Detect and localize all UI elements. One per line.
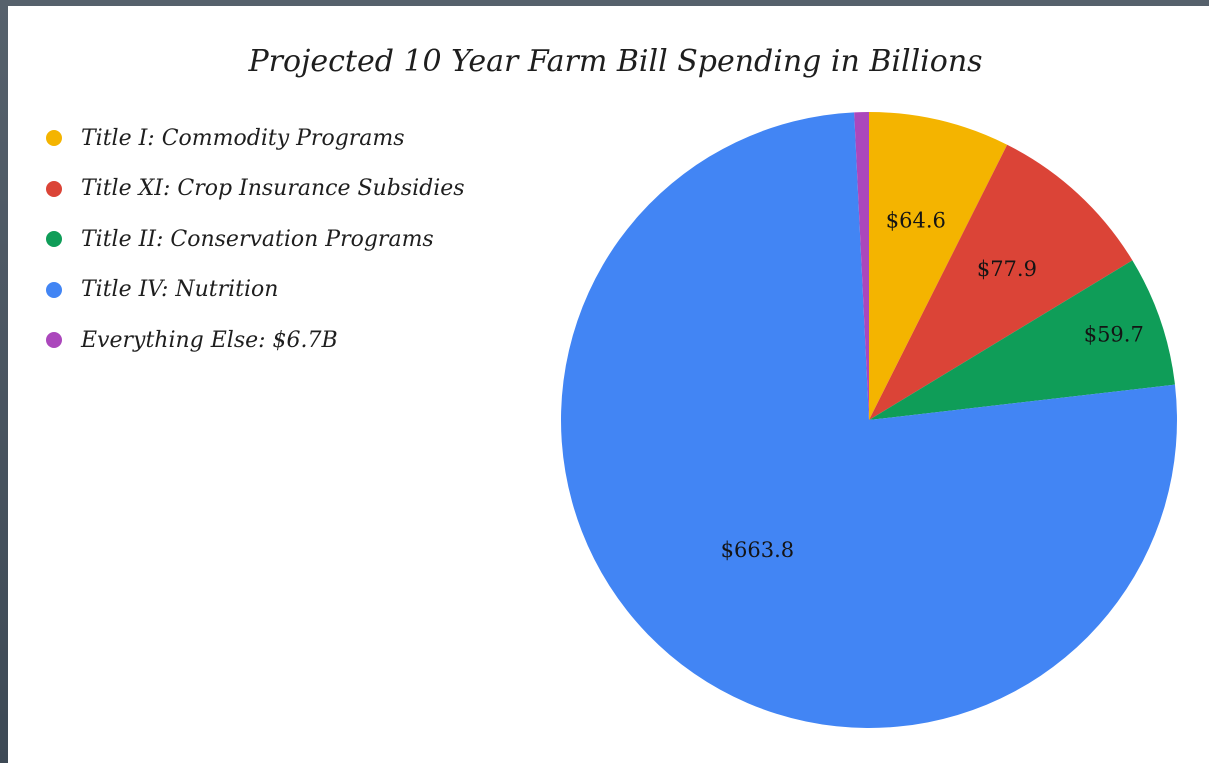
legend-label: Title I: Commodity Programs: [81, 125, 405, 151]
legend-label: Title XI: Crop Insurance Subsidies: [81, 176, 465, 202]
slice-data-label: $77.9: [977, 257, 1037, 281]
pie-slice: [854, 112, 869, 420]
legend-label: Everything Else: $6.7B: [81, 327, 338, 353]
pie-slice: [561, 112, 1177, 728]
legend-marker: [46, 180, 62, 197]
chart-title: Projected 10 Year Farm Bill Spending in …: [248, 44, 983, 79]
slice-data-label: $663.8: [721, 538, 794, 562]
legend-item-title-ii: Title II: Conservation Programs: [46, 214, 465, 265]
chart-legend: Title I: Commodity Programs Title XI: Cr…: [46, 113, 465, 366]
pie-slice: [869, 144, 1133, 421]
legend-marker: [46, 281, 62, 298]
legend-label: Title II: Conservation Programs: [81, 226, 434, 252]
legend-item-title-iv: Title IV: Nutrition: [46, 265, 465, 316]
legend-item-title-i: Title I: Commodity Programs: [46, 113, 465, 164]
legend-marker: [46, 332, 62, 349]
legend-marker: [46, 231, 62, 248]
legend-label: Title IV: Nutrition: [81, 277, 279, 303]
pie-slice: [869, 112, 1008, 420]
legend-item-title-xi: Title XI: Crop Insurance Subsidies: [46, 164, 465, 215]
legend-item-everything-else: Everything Else: $6.7B: [46, 315, 465, 366]
slice-data-label: $64.6: [886, 209, 946, 233]
legend-marker: [46, 130, 62, 147]
pie-slice: [869, 260, 1175, 420]
slice-data-label: $59.7: [1084, 323, 1144, 347]
